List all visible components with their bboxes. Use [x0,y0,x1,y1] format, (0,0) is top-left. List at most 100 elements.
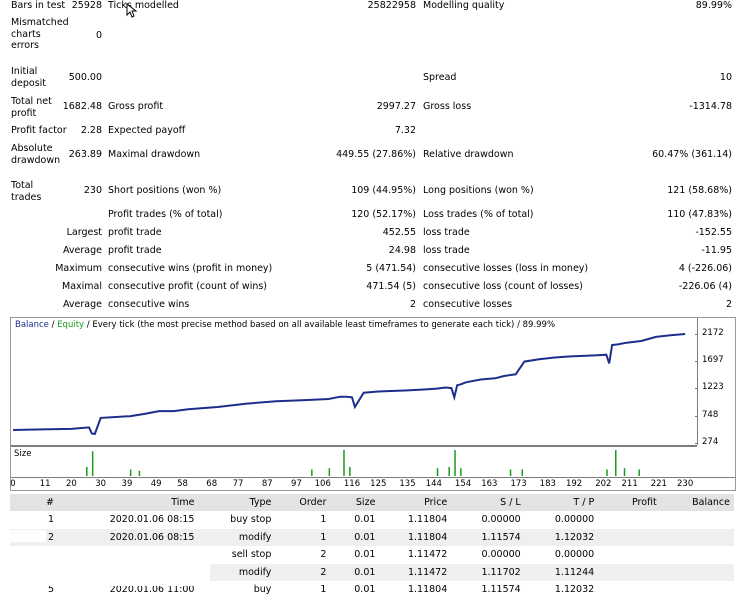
table-row[interactable]: 1 2020.01.06 08:15 buy stop 1 0.01 1.11804 0.0… [10,511,734,529]
orders-header-cell[interactable]: Size [330,494,380,511]
caption-equity: Equity [57,320,85,330]
chart-caption: Balance / Equity / Every tick (the most … [15,320,555,330]
initial-deposit-value: 500.00 [68,72,102,83]
mismatched-label: Mismatched charts errors [11,17,69,51]
avg-cons-wins-label: consecutive wins [108,299,190,310]
total-net-profit-value: 1682.48 [62,101,102,112]
x-tick-label: 173 [510,479,527,489]
loss-trades-value: 110 (47.83%) [667,209,732,220]
x-tick-label: 202 [595,479,612,489]
orders-header-cell[interactable]: Type [198,494,276,511]
table-cell: 0.01 [330,528,380,546]
balance-line [12,333,686,436]
orders-header-cell[interactable]: S / L [451,494,525,511]
size-bar [328,468,331,476]
size-bar [638,469,640,476]
average-loss-value: -11.95 [701,245,732,256]
absolute-drawdown-label: Absolute drawdown [11,143,61,166]
maximal-cons-loss-value: -226.06 (4) [678,281,732,292]
table-row[interactable]: 2 2020.01.06 08:15 modify 1 0.01 1.11804 1.115… [10,528,734,546]
table-cell [598,511,661,529]
table-cell: 0.01 [354,584,376,596]
y-tick [695,443,698,444]
orders-header-cell[interactable]: Time [58,494,199,511]
avg-cons-losses-label: consecutive losses [423,299,513,310]
expected-payoff-value: 7.32 [394,125,416,136]
relative-drawdown-label: Relative drawdown [423,149,514,160]
table-cell [661,581,734,599]
short-positions-label: Short positions (won %) [108,185,222,196]
long-positions-value: 121 (58.68%) [667,185,732,196]
y-tick-label: 1223 [702,382,724,393]
size-bar [343,450,345,476]
modelling-quality-value: 89.99% [695,0,732,11]
table-cell [598,563,661,581]
size-bar [129,469,132,476]
total-trades-label: Total trades [11,180,42,203]
caption-balance: Balance [15,320,49,330]
initial-deposit-label: Initial deposit [11,66,47,89]
x-tick-label: 183 [539,479,556,489]
relative-drawdown-value: 60.47% (361.14) [652,149,732,160]
table-cell: 0.01 [354,549,376,561]
size-bar [521,469,523,476]
orders-header-cell[interactable]: Order [275,494,331,511]
x-tick-label: 87 [261,479,273,489]
profit-trades-value: 120 (52.17%) [351,209,416,220]
average-profit-label: profit trade [108,245,162,256]
table-cell [660,563,734,581]
table-row[interactable]: modify 2 0.01 1.11472 1.11702 1.11244 [10,563,734,581]
gross-profit-value: 2997.27 [376,101,416,112]
loss-trades-label: Loss trades (% of total) [423,209,534,220]
x-tick-label: 49 [150,479,162,489]
gross-loss-value: -1314.78 [689,101,732,112]
profit-trades-label: Profit trades (% of total) [108,209,223,220]
y-tick [695,333,698,335]
total-net-profit-label: Total net profit [11,96,52,119]
table-cell: 1.11244 [524,563,599,581]
table-cell: 2020.01.06 08:15 [109,514,195,526]
x-tick-label: 125 [370,479,387,489]
table-cell: modify [198,563,276,581]
size-bar [448,466,450,476]
maximal-drawdown-value: 449.55 (27.86%) [336,149,416,160]
size-bar [606,469,608,476]
table-cell: 1.11574 [481,584,521,596]
spread-label: Spread [423,72,457,83]
table-row[interactable]: sell stop 2 0.01 1.11472 0.00000 0.00000 [10,546,734,564]
table-cell: 1.12032 [524,528,599,546]
x-tick-label: 30 [95,479,107,489]
table-cell [661,546,734,564]
average-loss-label: loss trade [423,245,470,256]
blur-overlay [10,560,210,586]
table-row[interactable]: 5 2020.01.06 11:00 buy 1 0.01 1.11804 1.11574 1… [10,581,734,599]
size-bar [460,468,462,476]
table-cell: 2020.01.06 11:00 [109,584,195,596]
ticks-modelled-value: 25822958 [367,0,416,11]
orders-header-cell[interactable]: Profit [598,494,661,511]
table-cell: 0.00000 [481,549,521,561]
orders-header-cell[interactable]: # [10,494,58,511]
x-tick-label: 211 [621,479,638,489]
x-tick-label: 163 [481,479,498,489]
blur-overlay [10,530,46,542]
table-cell: 0.00000 [481,514,521,526]
total-trades-value: 230 [83,185,102,196]
orders-header-cell[interactable]: T / P [524,494,599,511]
table-cell: 2 [320,549,327,561]
maximum-label: Maximum [55,263,102,274]
table-cell: 2020.01.06 08:15 [58,528,199,546]
x-tick-label: 106 [314,479,331,489]
max-cons-wins-label: consecutive wins (profit in money) [108,263,273,274]
orders-header-cell[interactable]: Balance [660,494,734,511]
balance-chart: Balance / Equity / Every tick (the most … [10,317,736,491]
maximal-label: Maximal [62,281,102,292]
profit-factor-label: Profit factor [11,125,67,136]
spread-value: 10 [719,72,732,83]
size-bar [436,468,439,476]
orders-header-cell[interactable]: Price [379,494,452,511]
maximal-drawdown-label: Maximal drawdown [108,149,201,160]
table-cell: 0.00000 [554,514,595,526]
